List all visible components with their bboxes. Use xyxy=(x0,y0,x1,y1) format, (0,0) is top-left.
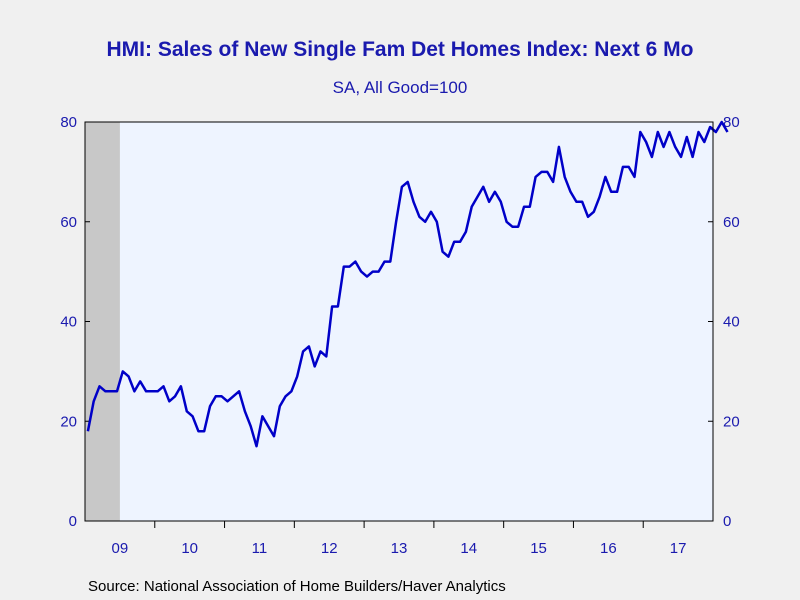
y-tick-label-left: 20 xyxy=(60,413,77,430)
y-tick-label-left: 0 xyxy=(69,513,77,530)
x-tick-label: 17 xyxy=(670,540,687,557)
x-tick-label: 11 xyxy=(252,540,268,557)
x-tick-label: 16 xyxy=(600,540,617,557)
x-tick-label: 09 xyxy=(112,540,129,557)
x-tick-label: 12 xyxy=(321,540,338,557)
y-tick-label-right: 40 xyxy=(723,314,740,331)
y-tick-label-left: 40 xyxy=(60,314,77,331)
source-note: Source: National Association of Home Bui… xyxy=(88,578,506,595)
y-tick-label-left: 80 xyxy=(60,114,77,131)
y-tick-label-right: 0 xyxy=(723,513,731,530)
chart-title: HMI: Sales of New Single Fam Det Homes I… xyxy=(106,38,694,61)
recession-band xyxy=(85,122,120,521)
y-tick-label-right: 80 xyxy=(723,114,740,131)
plot-frame xyxy=(84,121,714,522)
y-tick-label-right: 20 xyxy=(723,413,740,430)
x-tick-label: 14 xyxy=(460,540,477,557)
x-tick-label: 13 xyxy=(391,540,408,557)
x-tick-label: 10 xyxy=(181,540,198,557)
plot-area xyxy=(85,122,713,521)
series-line xyxy=(86,120,729,448)
x-tick-label: 15 xyxy=(530,540,547,557)
y-tick-label-left: 60 xyxy=(60,214,77,231)
chart-subtitle: SA, All Good=100 xyxy=(332,78,468,97)
y-tick-label-right: 60 xyxy=(723,214,740,231)
